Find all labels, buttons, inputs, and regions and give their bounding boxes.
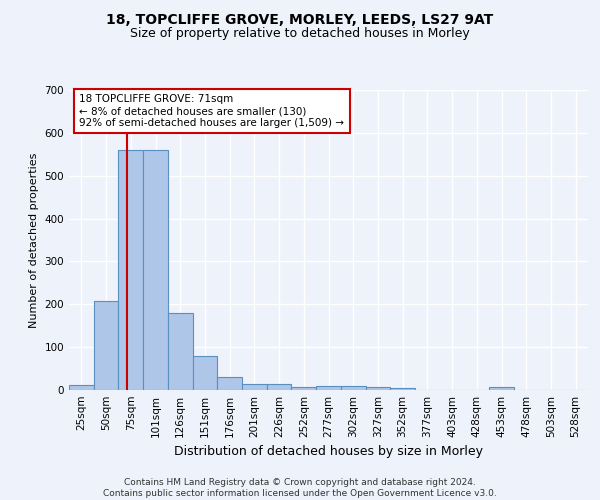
Text: Size of property relative to detached houses in Morley: Size of property relative to detached ho…: [130, 28, 470, 40]
Bar: [365, 386, 390, 390]
Bar: [242, 384, 267, 390]
Bar: [69, 385, 94, 390]
Bar: [193, 356, 217, 390]
Bar: [118, 150, 143, 390]
Bar: [267, 384, 292, 390]
Bar: [316, 386, 341, 390]
Bar: [168, 313, 193, 390]
Text: Contains HM Land Registry data © Crown copyright and database right 2024.
Contai: Contains HM Land Registry data © Crown c…: [103, 478, 497, 498]
Bar: [390, 388, 415, 390]
Y-axis label: Number of detached properties: Number of detached properties: [29, 152, 39, 328]
Bar: [489, 388, 514, 390]
Bar: [94, 302, 118, 390]
Text: 18, TOPCLIFFE GROVE, MORLEY, LEEDS, LS27 9AT: 18, TOPCLIFFE GROVE, MORLEY, LEEDS, LS27…: [106, 12, 494, 26]
X-axis label: Distribution of detached houses by size in Morley: Distribution of detached houses by size …: [174, 446, 483, 458]
Bar: [292, 388, 316, 390]
Bar: [341, 386, 365, 390]
Bar: [217, 377, 242, 390]
Text: 18 TOPCLIFFE GROVE: 71sqm
← 8% of detached houses are smaller (130)
92% of semi-: 18 TOPCLIFFE GROVE: 71sqm ← 8% of detach…: [79, 94, 344, 128]
Bar: [143, 150, 168, 390]
